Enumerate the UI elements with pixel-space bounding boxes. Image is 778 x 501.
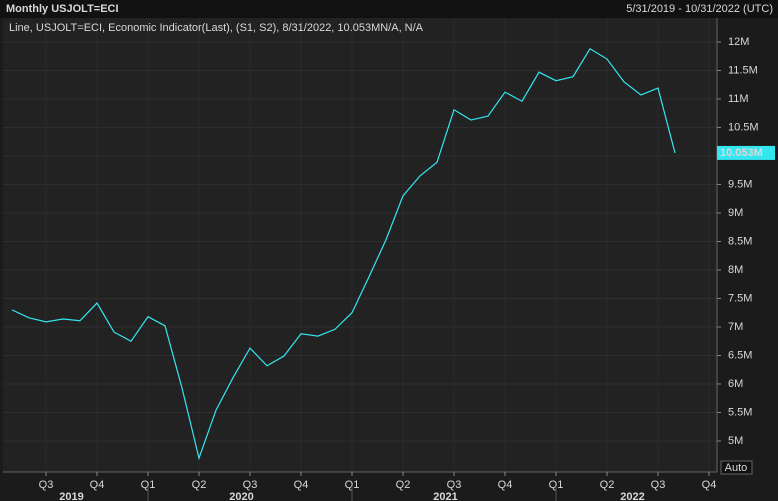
- x-tick-label: Q3: [651, 479, 666, 491]
- y-tick-label: 6.5M: [728, 349, 752, 361]
- y-tick-label: 10.5M: [728, 121, 759, 133]
- y-tick-label: 7.5M: [728, 292, 752, 304]
- y-tick-label: 9.5M: [728, 178, 752, 190]
- x-tick-label: Q4: [702, 479, 717, 491]
- chart-title: Monthly USJOLT=ECI: [6, 3, 119, 15]
- y-tick-label: 5.5M: [728, 406, 752, 418]
- x-tick-label: Q1: [345, 479, 360, 491]
- x-tick-label: Q4: [294, 479, 309, 491]
- header-bar: [0, 0, 778, 18]
- x-tick-label: Q3: [39, 479, 54, 491]
- y-tick-label: 7M: [728, 321, 743, 333]
- x-tick-label: Q2: [192, 479, 207, 491]
- x-group-label: 2021: [433, 491, 457, 501]
- date-range: 5/31/2019 - 10/31/2022 (UTC): [626, 3, 773, 15]
- y-tick-label: 9M: [728, 207, 743, 219]
- series-line: [11, 47, 676, 461]
- grid: [3, 18, 717, 472]
- scale-button-label[interactable]: Auto: [725, 462, 748, 474]
- y-tick-label: 8M: [728, 264, 743, 276]
- scale-button[interactable]: [720, 460, 753, 475]
- y-tick-label: 8.5M: [728, 235, 752, 247]
- y-tick-label: 11M: [728, 93, 749, 105]
- y-tick-label: 11.5M: [728, 64, 758, 76]
- y-tick-label: 12M: [728, 36, 749, 48]
- legend-entry: Line, USJOLT=ECI, Economic Indicator(Las…: [9, 22, 424, 34]
- y-tick-label: 6M: [728, 378, 743, 390]
- plot-area: [3, 18, 717, 472]
- x-tick-label: Q4: [498, 479, 513, 491]
- y-tick-label: 5M: [728, 435, 743, 447]
- x-tick-label: Q1: [141, 479, 156, 491]
- x-group-label: 2019: [59, 491, 83, 501]
- x-tick-label: Q3: [447, 479, 462, 491]
- marks: [11, 47, 676, 461]
- last-value-box: [717, 145, 775, 160]
- x-tick-label: Q1: [549, 479, 564, 491]
- last-value-label: 10.053M: [720, 147, 763, 159]
- x-tick-label: Q2: [396, 479, 411, 491]
- x-tick-label: Q3: [243, 479, 258, 491]
- x-group-label: 2020: [229, 491, 253, 501]
- x-tick-label: Q2: [600, 479, 615, 491]
- x-tick-label: Q4: [90, 479, 105, 491]
- x-group-label: 2022: [620, 491, 644, 501]
